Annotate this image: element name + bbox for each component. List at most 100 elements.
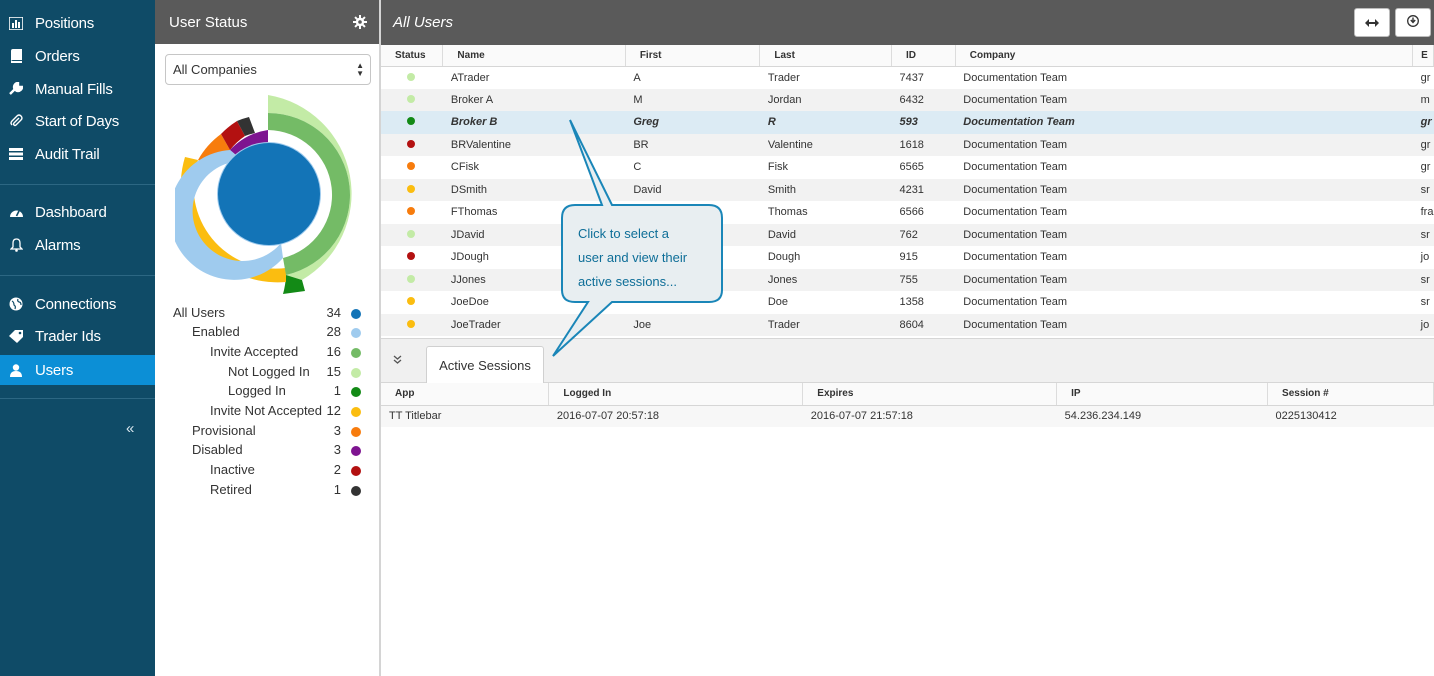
nav-label: Manual Fills <box>35 80 113 98</box>
legend-label: Logged In <box>228 383 286 398</box>
nav-item-orders[interactable]: Orders <box>0 41 155 71</box>
user-id: 593 <box>891 111 956 134</box>
nav-divider <box>0 398 155 399</box>
nav-item-positions[interactable]: Positions <box>0 8 155 38</box>
column-header-app[interactable]: App <box>381 383 550 406</box>
nav-item-audit-trail[interactable]: Audit Trail <box>0 139 155 169</box>
status-indicator-dot <box>407 229 415 238</box>
nav-item-manual-fills[interactable]: Manual Fills <box>0 74 155 104</box>
user-company: Documentation Team <box>955 133 1413 156</box>
column-header-first[interactable]: First <box>625 45 761 67</box>
user-company: Documentation Team <box>955 313 1413 336</box>
nav-divider <box>0 275 155 276</box>
legend-count: 3 <box>333 442 341 457</box>
user-name: JoeDoe <box>442 291 626 314</box>
legend-dot <box>351 427 361 437</box>
table-row[interactable]: JDough Dough 915 Documentation Team jo <box>381 246 1434 269</box>
table-row[interactable]: CFisk C Fisk 6565 Documentation Team gr <box>381 156 1434 179</box>
bar-chart-icon <box>8 15 24 31</box>
user-email: sr <box>1412 223 1434 246</box>
legend-row[interactable]: Enabled 28 <box>173 324 379 342</box>
left-navigation: Positions Orders Manual Fills Start of D… <box>0 0 155 676</box>
table-row[interactable]: FThomas Thomas 6566 Documentation Team fra <box>381 201 1434 224</box>
user-company: Documentation Team <box>955 66 1413 89</box>
legend-row[interactable]: Invite Accepted 16 <box>173 344 379 362</box>
legend-row[interactable]: Inactive 2 <box>173 462 379 480</box>
user-status-header: User Status <box>155 0 379 44</box>
column-header-name[interactable]: Name <box>442 45 626 67</box>
status-indicator-dot <box>407 207 415 216</box>
column-header-email[interactable]: E <box>1412 45 1434 67</box>
legend-row[interactable]: Provisional 3 <box>173 423 379 441</box>
tab-active-sessions[interactable]: Active Sessions <box>426 346 544 384</box>
status-cell <box>381 313 443 336</box>
download-button[interactable] <box>1395 8 1431 37</box>
inactive-ring-segment <box>221 121 245 150</box>
nav-item-dashboard[interactable]: Dashboard <box>0 197 155 227</box>
legend-dot <box>351 446 361 456</box>
book-icon <box>8 48 24 64</box>
user-last-name: Jordan <box>759 88 892 111</box>
legend-count: 3 <box>333 423 341 438</box>
legend-row[interactable]: All Users 34 <box>173 305 379 323</box>
column-header-logged-in[interactable]: Logged In <box>548 383 804 406</box>
user-email: fra <box>1412 201 1434 224</box>
fit-columns-button[interactable] <box>1354 8 1390 37</box>
column-header-status[interactable]: Status <box>381 45 444 67</box>
legend-row[interactable]: Retired 1 <box>173 482 379 500</box>
user-email: jo <box>1412 246 1434 269</box>
company-filter-select[interactable]: All Companies ▲ ▼ <box>165 54 371 85</box>
users-table: Status Name First Last ID Company E ATra… <box>381 45 1434 336</box>
invite-accepted-ring-segment <box>268 113 350 275</box>
nav-item-alarms[interactable]: Alarms <box>0 230 155 260</box>
table-row[interactable]: JoeTrader Joe Trader 8604 Documentation Team… <box>381 313 1434 336</box>
status-indicator-dot <box>407 139 415 148</box>
column-header-session-number[interactable]: Session # <box>1267 383 1434 406</box>
table-row[interactable]: Broker B Greg R 593 Documentation Team gr <box>381 111 1434 134</box>
user-email: m <box>1412 88 1434 111</box>
sessions-tab-bar: Active Sessions <box>381 338 1434 384</box>
wrench-icon <box>8 81 24 97</box>
nav-item-start-of-days[interactable]: Start of Days <box>0 106 155 136</box>
table-row[interactable]: DSmith David Smith 4231 Documentation Team sr <box>381 178 1434 201</box>
legend-count: 34 <box>326 305 341 320</box>
table-row[interactable]: TT Titlebar 2016-07-07 20:57:18 2016-07-… <box>381 405 1434 427</box>
legend-label: All Users <box>173 305 226 320</box>
collapse-sidebar-button[interactable]: « <box>126 420 135 437</box>
nav-item-connections[interactable]: Connections <box>0 289 155 319</box>
legend-row[interactable]: Invite Not Accepted 12 <box>173 403 379 421</box>
column-header-id[interactable]: ID <box>891 45 956 67</box>
table-row[interactable]: JJones Jones 755 Documentation Team sr <box>381 268 1434 291</box>
column-header-expires[interactable]: Expires <box>802 383 1058 406</box>
table-row[interactable]: ATrader A Trader 7437 Documentation Team gr <box>381 66 1434 89</box>
nav-label: Users <box>35 361 74 379</box>
status-indicator-dot <box>407 319 415 328</box>
user-first-name <box>625 291 760 314</box>
column-header-ip[interactable]: IP <box>1056 383 1269 406</box>
table-row[interactable]: JDavid David 762 Documentation Team sr <box>381 223 1434 246</box>
nav-label: Alarms <box>35 236 81 254</box>
nav-label: Audit Trail <box>35 145 100 163</box>
status-indicator-dot <box>407 297 415 306</box>
nav-item-users[interactable]: Users <box>0 355 155 385</box>
chevron-double-down-icon[interactable] <box>393 355 402 367</box>
table-row[interactable]: BRValentine BR Valentine 1618 Documentation … <box>381 133 1434 156</box>
user-company: Documentation Team <box>955 246 1413 269</box>
legend-label: Retired <box>210 482 252 497</box>
column-header-company[interactable]: Company <box>955 45 1414 67</box>
status-cell <box>381 111 443 134</box>
user-status-panel: User Status All Companies ▲ ▼ <box>155 0 381 676</box>
legend-row[interactable]: Disabled 3 <box>173 442 379 460</box>
legend-dot <box>351 368 361 378</box>
user-company: Documentation Team <box>955 291 1413 314</box>
legend-row[interactable]: Not Logged In 15 <box>173 364 379 382</box>
column-header-last[interactable]: Last <box>759 45 892 67</box>
gear-icon[interactable] <box>353 15 367 34</box>
nav-item-trader-ids[interactable]: Trader Ids <box>0 321 155 351</box>
user-id: 7437 <box>891 66 956 89</box>
table-row[interactable]: Broker A M Jordan 6432 Documentation Team m <box>381 88 1434 111</box>
legend-row[interactable]: Logged In 1 <box>173 383 379 401</box>
table-row[interactable]: JoeDoe Doe 1358 Documentation Team sr <box>381 291 1434 314</box>
panel-title: User Status <box>169 13 248 31</box>
nav-label: Connections <box>35 295 117 313</box>
